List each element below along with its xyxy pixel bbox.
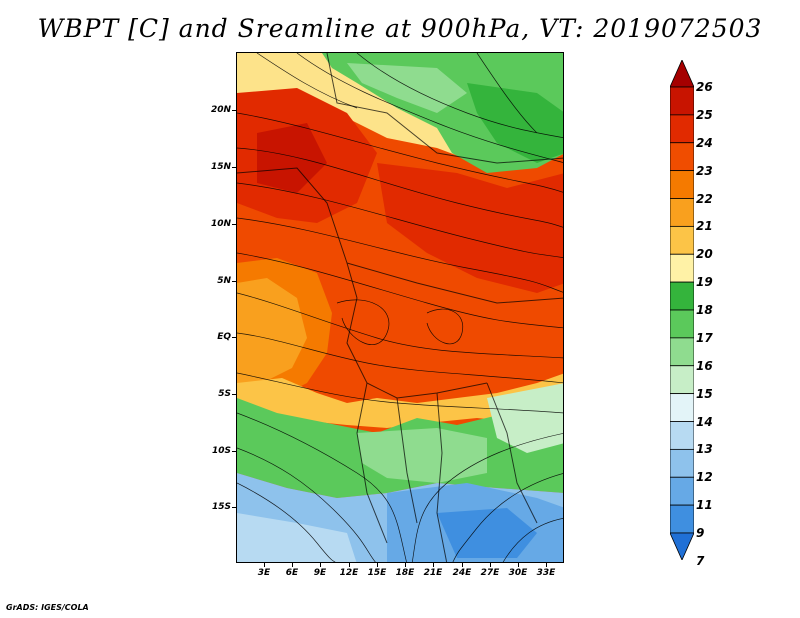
lon-label-3e: 3E [257, 568, 271, 578]
colorbar-label: 25 [696, 107, 713, 122]
colorbar-top-arrow [669, 59, 695, 88]
colorbar-label: 12 [696, 470, 713, 485]
colorbar-swatch [669, 114, 695, 144]
colorbar-label: 11 [696, 498, 713, 513]
colorbar-swatch [669, 225, 695, 255]
grads-credit: GrADS: IGES/COLA [6, 603, 89, 612]
colorbar-swatch [669, 281, 695, 311]
colorbar-label: 13 [696, 442, 713, 457]
lon-label-9e: 9E [313, 568, 327, 578]
colorbar-label: 7 [696, 553, 705, 568]
lon-label-24e: 24E [452, 568, 472, 578]
colorbar-label: 17 [696, 330, 713, 345]
lon-tick [433, 563, 434, 567]
colorbar-label: 26 [696, 80, 713, 94]
lon-tick [320, 563, 321, 567]
colorbar-swatch [669, 198, 695, 227]
colorbar-swatch [669, 448, 695, 478]
colorbar-label: 14 [696, 414, 713, 429]
colorbar-label: 20 [696, 247, 713, 262]
lat-tick [232, 110, 236, 111]
lon-label-30e: 30E [508, 568, 528, 578]
colorbar-label: 21 [696, 219, 713, 234]
lat-tick [232, 394, 236, 395]
lat-tick [232, 507, 236, 508]
lat-label-10n: 10N [210, 219, 231, 229]
colorbar-swatch [669, 337, 695, 367]
lat-tick [232, 451, 236, 452]
lat-label-5n: 5N [217, 276, 231, 286]
colorbar-label: 9 [696, 526, 705, 540]
lon-tick [292, 563, 293, 567]
colorbar-label: 24 [696, 135, 713, 150]
colorbar-swatch [669, 365, 695, 395]
colorbar-bottom-arrow [669, 532, 695, 561]
colorbar-label: 16 [696, 358, 713, 373]
colorbar-swatch [669, 142, 695, 172]
lat-label-15n: 15N [210, 162, 231, 172]
lon-label-6e: 6E [285, 568, 299, 578]
lat-label-eq: EQ [217, 332, 231, 342]
colorbar-swatch [669, 504, 695, 534]
lon-label-15e: 15E [367, 568, 387, 578]
lon-tick [546, 563, 547, 567]
lon-tick [518, 563, 519, 567]
colorbar-label: 19 [696, 275, 713, 290]
colorbar-label: 18 [696, 303, 713, 317]
lat-label-20n: 20N [210, 105, 231, 115]
colorbar-swatch [669, 170, 695, 199]
colorbar-label: 22 [696, 191, 713, 206]
lon-tick [462, 563, 463, 567]
chart-title: WBPT [C] and Sreamline at 900hPa, VT: 20… [37, 14, 763, 43]
colorbar-swatch [669, 309, 695, 339]
lon-tick [264, 563, 265, 567]
colorbar-swatch [669, 86, 695, 116]
lon-tick [349, 563, 350, 567]
lat-label-10s: 10S [211, 446, 231, 456]
lon-tick [377, 563, 378, 567]
lat-tick [232, 224, 236, 225]
lon-label-27e: 27E [480, 568, 500, 578]
colorbar-label: 23 [696, 163, 713, 178]
lat-label-15s: 15S [211, 502, 231, 512]
lat-label-5s: 5S [218, 389, 231, 399]
lon-tick [405, 563, 406, 567]
lon-tick [490, 563, 491, 567]
map-plot [236, 52, 564, 563]
lon-label-12e: 12E [339, 568, 359, 578]
lat-tick [232, 337, 236, 338]
lon-label-33e: 33E [536, 568, 556, 578]
colorbar [669, 59, 695, 561]
lat-tick [232, 281, 236, 282]
colorbar-swatch [669, 253, 695, 283]
colorbar-swatch [669, 393, 695, 422]
lon-label-21e: 21E [423, 568, 443, 578]
colorbar-swatch [669, 421, 695, 450]
lon-label-18e: 18E [395, 568, 415, 578]
colorbar-label: 15 [696, 386, 713, 401]
colorbar-swatch [669, 476, 695, 506]
lat-tick [232, 167, 236, 168]
